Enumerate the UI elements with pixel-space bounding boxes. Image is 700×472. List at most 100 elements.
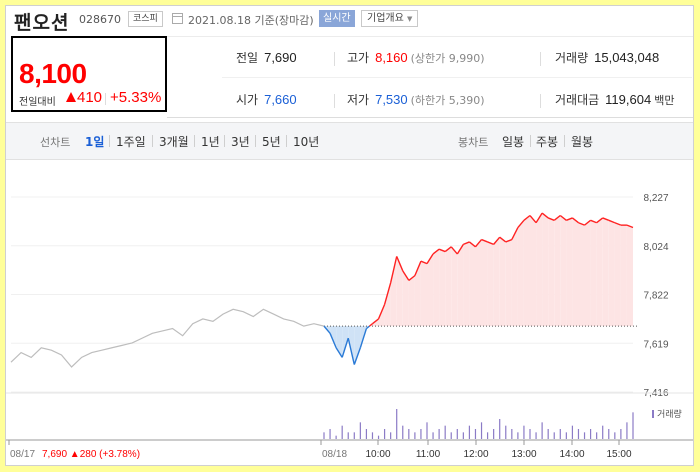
divider (255, 135, 256, 147)
up-segment (553, 214, 561, 221)
up-area (463, 241, 470, 327)
volume-bar (438, 429, 440, 439)
up-area (402, 270, 409, 327)
stat-note: (하한가 5,390) (410, 94, 485, 107)
stats-grid: 전일 7,690 고가 8,160 (상한가 9,990) 거래량 15,043,048… (167, 36, 693, 118)
volume-bar (396, 409, 398, 439)
volume-bar (583, 432, 586, 439)
tab-3y[interactable]: 3년 (231, 135, 250, 149)
up-area (427, 253, 434, 327)
tab-5y[interactable]: 5년 (262, 135, 281, 149)
tab-monthly[interactable]: 월봉 (571, 135, 594, 149)
volume-bar (323, 432, 325, 439)
volume-bar (474, 429, 477, 439)
up-segment (578, 222, 585, 226)
up-area (451, 246, 458, 327)
up-segment (396, 256, 404, 272)
realtime-button[interactable]: 실시간 (319, 10, 355, 27)
up-area (390, 256, 397, 327)
volume-bar (571, 425, 574, 439)
corp-info-label: 기업개요 (367, 13, 404, 24)
tab-3m[interactable]: 3개월 (159, 135, 189, 149)
tab-1d[interactable]: 1일 (85, 135, 105, 149)
volume-bar (329, 429, 331, 439)
y-tick-label: 8,227 (643, 193, 668, 204)
up-area (578, 222, 585, 327)
volume-bar (359, 422, 361, 439)
up-segment (426, 253, 434, 264)
up-segment (505, 238, 513, 243)
up-segment (571, 217, 579, 224)
volume-bar (432, 432, 434, 439)
stat-amount: 거래대금 119,604 백만 (555, 91, 674, 108)
volume-bar (553, 432, 555, 439)
up-segment (487, 241, 494, 246)
volume-bar (365, 429, 368, 439)
tab-1y[interactable]: 1년 (201, 135, 220, 149)
market-badge: 코스피 (128, 11, 163, 27)
stat-prev-close: 전일 7,690 (236, 49, 297, 66)
volume-bar (608, 429, 610, 439)
stat-value: 7,530 (375, 92, 408, 107)
tab-10y[interactable]: 10년 (293, 135, 320, 149)
up-segment (402, 270, 410, 281)
up-segment (450, 246, 458, 255)
stock-header: 팬오션 028670 코스피 2021.08.18 기준(장마감) 실시간 기업… (6, 6, 693, 36)
up-segment (377, 304, 386, 320)
volume-bar (377, 435, 380, 439)
tab-daily[interactable]: 일봉 (502, 135, 525, 149)
volume-legend-marker (652, 410, 654, 418)
corp-info-dropdown[interactable]: 기업개요 ▼ (361, 10, 419, 27)
x-tick-label: 08/17 (10, 449, 35, 460)
x-tick-label: 13:00 (511, 449, 536, 460)
y-tick-label: 7,619 (643, 339, 668, 350)
down-segment (365, 325, 370, 330)
x-tick-label: 08/18 (322, 449, 347, 460)
stat-label: 거래대금 (555, 93, 600, 107)
up-area (542, 213, 549, 327)
divider (109, 135, 110, 147)
up-area (499, 237, 506, 327)
up-area (420, 261, 427, 327)
volume-bar (335, 435, 337, 439)
up-triangle-icon (66, 92, 76, 102)
divider (105, 93, 106, 105)
up-segment (463, 241, 470, 246)
change-percent: +5.33% (110, 89, 162, 106)
volume-bar (408, 429, 410, 439)
up-segment (511, 227, 519, 240)
volume-bar (468, 425, 471, 439)
up-area (517, 220, 524, 327)
x-axis: 08/17 08/18 10:00 11:00 12:00 13:00 14:00 15:00… (6, 439, 693, 460)
up-segment (596, 217, 604, 224)
up-segment (456, 243, 464, 255)
up-area (602, 217, 609, 327)
up-segment (372, 318, 379, 325)
change-amount: 410 (66, 89, 102, 106)
up-segment (547, 217, 555, 221)
chart-tabs: 선차트 1일 1주일 3개월 1년 3년 5년 10년 봉차트 일봉 주봉 월봉 (6, 122, 693, 160)
divider (530, 135, 531, 147)
volume-bar (559, 429, 561, 439)
current-price: 8,100 (19, 58, 87, 89)
volume-bar (353, 432, 355, 439)
up-area (554, 215, 561, 327)
volume-bar (486, 432, 489, 439)
up-segment (499, 236, 507, 243)
volume-bar (541, 422, 543, 439)
stat-value: 119,604 (605, 92, 652, 107)
tab-1w[interactable]: 1주일 (116, 135, 146, 149)
stat-value: 15,043,048 (594, 50, 660, 65)
divider (222, 77, 692, 78)
up-segment (602, 217, 610, 221)
up-segment (559, 214, 567, 221)
stat-low: 저가 7,530 (하한가 5,390) (347, 91, 485, 108)
volume-bar (589, 429, 592, 439)
up-segment (493, 236, 501, 245)
stock-name[interactable]: 팬오션 (14, 12, 70, 34)
tab-weekly[interactable]: 주봉 (536, 135, 559, 149)
chart-areas (324, 213, 633, 365)
x-tick-label: 14:00 (559, 449, 584, 460)
up-area (566, 217, 573, 327)
